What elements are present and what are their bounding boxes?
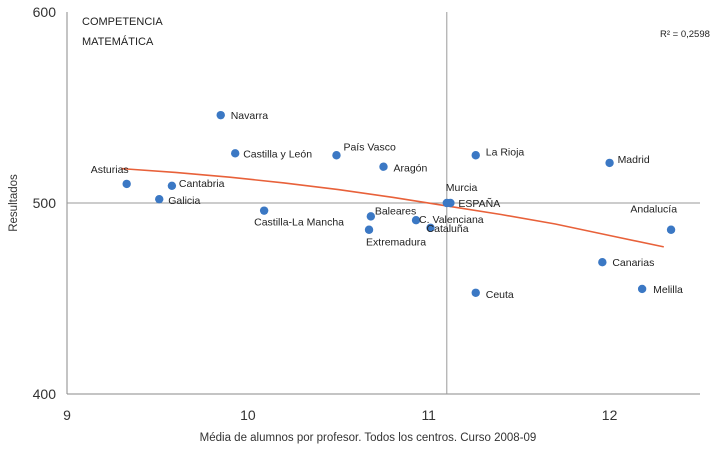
data-point [259,206,269,215]
data-point [167,181,177,191]
y-tick-label: 400 [33,386,57,402]
x-axis-label: Média de alumnos por profesor. Todos los… [200,432,537,444]
y-tick-labels: 400 500 600 [33,4,57,402]
data-point [637,284,647,294]
data-point [666,225,676,234]
point-label: ESPAÑA [458,197,500,210]
point-label: Madrid [618,154,650,166]
y-tick-label: 500 [33,195,57,211]
data-point [364,225,374,234]
trendline-group [121,167,664,248]
point-label: Canarias [612,257,654,269]
data-point [605,158,614,168]
data-point [230,149,240,158]
data-point [598,258,607,267]
point-labels: Navarra Castilla y León País Vasco Aragón La… [91,110,683,301]
data-point [471,288,480,297]
x-tick-label: 11 [421,407,436,423]
r-squared-label: R² = 0,2598 [660,29,710,40]
data-points [122,110,676,297]
point-label: Ceuta [486,289,514,301]
data-point [471,151,480,160]
data-point [411,215,421,225]
data-point [332,151,341,160]
y-axis-label: Resultados [8,174,20,232]
data-point [426,223,435,233]
point-label: Navarra [231,110,269,122]
reference-lines [67,12,700,394]
point-label: Castilla-La Mancha [254,217,344,229]
point-label: País Vasco [343,141,395,153]
x-tick-labels: 9 10 11 12 [63,407,617,423]
chart-title-line-1: COMPETENCIA [82,16,163,28]
point-label: Melilla [653,284,683,296]
data-point [122,179,131,189]
point-label: Galicia [168,195,200,207]
point-label: Extremadura [366,237,426,249]
x-tick-label: 10 [240,407,256,423]
x-tick-label: 9 [63,407,71,423]
chart-title-line-2: MATEMÁTICA [82,35,154,48]
data-point [216,110,225,120]
data-point [446,198,455,208]
point-label: Cantabria [179,178,225,190]
data-point [379,162,388,171]
trendline [121,167,664,248]
point-label: Castilla y León [243,148,312,160]
data-point [155,194,164,204]
point-label: La Rioja [486,146,525,158]
point-label: Baleares [375,205,416,217]
point-label: Asturias [91,164,129,176]
point-label: Andalucía [630,204,677,216]
point-label: Murcia [446,182,478,194]
data-point [366,212,376,221]
x-tick-label: 12 [602,407,618,423]
point-label: C. Valenciana [419,214,484,226]
y-tick-label: 600 [33,4,57,20]
point-label: Aragón [394,163,428,175]
point-label: Cataluña [427,223,469,235]
